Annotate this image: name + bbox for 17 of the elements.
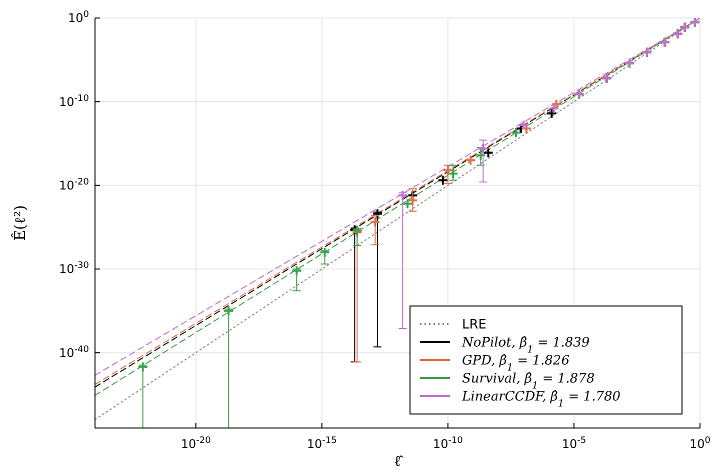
- y-tick-label: 10$^{-30}$: [59, 261, 90, 276]
- x-tick-label: 10$^{-20}$: [180, 436, 212, 451]
- y-axis-title: Ê(ℓ²): [11, 205, 29, 241]
- x-tick-label: 10$^{-10}$: [432, 436, 464, 451]
- legend-label: Survival, β̂$_{1}$ = 1.878: [462, 372, 595, 392]
- y-tick-label: 10$^{-40}$: [59, 344, 90, 360]
- y-tick-label: 10$^{-10}$: [59, 94, 90, 109]
- x-tick-label: 10$^{0}$: [689, 436, 711, 451]
- legend-label: LinearCCDF, β̂$_{1}$ = 1.780: [461, 390, 621, 410]
- legend-label: NoPilot, β̂$_{1}$ = 1.839: [461, 336, 590, 356]
- x-tick-label: 10$^{-5}$: [562, 436, 586, 451]
- legend-label: GPD, β̂$_{1}$ = 1.826: [462, 354, 570, 374]
- y-tick-label: 10$^{0}$: [68, 10, 90, 26]
- x-tick-label: 10$^{-15}$: [306, 436, 337, 451]
- legend-label: LRE: [462, 318, 486, 333]
- x-axis-title: ℓ̂: [394, 452, 404, 470]
- y-tick-label: 10$^{-20}$: [59, 178, 90, 193]
